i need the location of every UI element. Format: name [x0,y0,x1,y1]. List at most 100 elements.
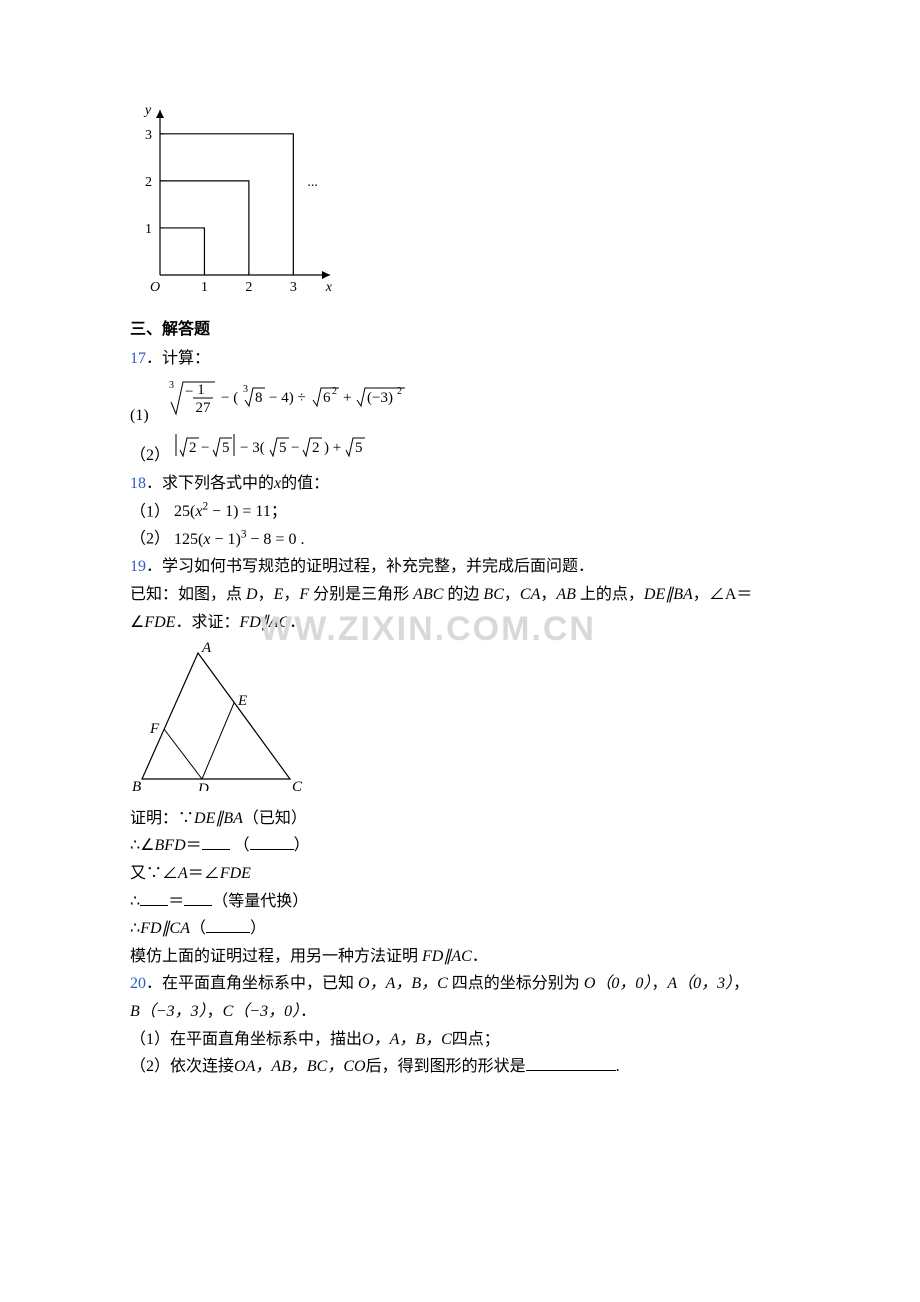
q17-p1-label: (1) [130,407,149,424]
svg-text:5: 5 [279,440,287,456]
q19-l5-mid: FD∥CA [140,920,190,937]
q20-header-2: B（−3，3），C（−3，0）． [130,999,790,1025]
q17-part2: （2） 2−5− 3(5−2) +5 [130,430,790,469]
q19-header: 19．学习如何书写规范的证明过程，补充完整，并完成后面问题． [130,554,790,580]
svg-text:y: y [143,103,152,118]
svg-text:2: 2 [312,440,320,456]
svg-text:3: 3 [145,128,152,143]
svg-text:1: 1 [145,222,152,237]
q18-title-a: ．求下列各式中的 [146,475,274,492]
svg-text:B: B [132,779,141,791]
svg-text:(−3): (−3) [367,390,393,406]
q20-p2-mid: OA，AB，BC，CO [234,1058,366,1075]
q20-period: . [616,1058,620,1075]
svg-text:1: 1 [201,280,208,295]
q17-part1: (1) 3−127− (38− 4) ÷62+(−3)2 [130,374,790,429]
q19-proof-l6: 模仿上面的证明过程，用另一种方法证明 FD∥AC． [130,944,790,970]
q19-angleFDE: ∠FDE [130,614,175,631]
q19-CA: CA [520,586,540,603]
q20-pts: O，A，B，C [358,975,448,992]
svg-text:5: 5 [222,440,230,456]
svg-text:1: 1 [197,382,205,398]
q19-angleA: ∠A＝ [709,586,753,603]
q18-p1: （1） 25(x2 − 1) = 11； [130,499,790,525]
svg-text:F: F [149,721,160,737]
q19-proof-l1: 证明：∵DE∥BA（已知） [130,806,790,832]
q19-l5-po: （ [190,920,206,937]
svg-text:−: − [291,440,299,456]
q19-l1-post: （已知） [243,810,307,827]
q19-number: 19 [130,558,146,575]
q19-BC: BC [483,586,503,603]
q19-proof-l3: 又∵∠A＝∠FDE [130,861,790,887]
q20-header: 20．在平面直角坐标系中，已知 O，A，B，C 四点的坐标分别为 O（0，0），… [130,971,790,997]
q19-l5-blank [206,918,250,933]
svg-text:−: − [201,440,209,456]
svg-text:8: 8 [255,390,263,406]
q18-header: 18．求下列各式中的x的值： [130,471,790,497]
q19-l2-bfd: BFD [155,837,186,854]
svg-text:− (: − ( [221,390,238,406]
q20-C: C（−3，0） [223,1003,300,1020]
q17-p2-expr: 2−5− 3(5−2) +5 [174,430,414,460]
svg-text:x: x [325,280,333,295]
q20-p2: （2）依次连接OA，AB，BC，CO后，得到图形的形状是. [130,1054,790,1080]
svg-text:5: 5 [355,440,363,456]
svg-text:E: E [237,693,247,709]
q20-O: O（0，0） [584,975,652,992]
q19-l2-pre: ∴∠ [130,837,155,854]
q19-proof-l5: ∴FD∥CA（） [130,916,790,942]
q19-l2-blank1 [202,835,230,850]
svg-text:...: ... [307,175,318,190]
svg-text:3: 3 [290,280,297,295]
q19-ABC: ABC [413,586,443,603]
q19-deba: DE∥BA [644,586,693,603]
q19-given-mid: 分别是三角形 [313,586,409,603]
q18-number: 18 [130,475,146,492]
q19-D: D [246,586,258,603]
q19-proof-l2: ∴∠BFD＝ （） [130,833,790,859]
svg-text:3: 3 [243,384,248,395]
q19-AB: AB [556,586,576,603]
q19-triangle: ABCDEF [130,641,790,800]
q19-l6-end: FD∥AC [422,948,472,965]
svg-text:2: 2 [397,386,402,397]
q19-l2-po: （ [234,837,250,854]
q20-p1-label: （1）在平面直角坐标系中，描出 [130,1031,362,1048]
q18-p2-label: （2） [130,531,170,548]
q18-p1-expr: 25(x2 − 1) = 11； [174,503,287,520]
q19-given-pre: 已知：如图，点 [130,586,242,603]
q17-p2-label: （2） [130,447,170,464]
q19-l2-blank2 [250,835,294,850]
q20-A: A（0，3） [667,975,733,992]
svg-text:) +: ) + [324,440,341,456]
q19-prove-pre: ．求证： [175,614,239,631]
svg-text:−: − [185,384,193,400]
q19-E: E [274,586,284,603]
svg-text:6: 6 [323,390,331,406]
coordinate-graph: 123123Oxy... [130,100,790,309]
q20-B: B（−3，3） [130,1003,207,1020]
q19-given-mid3: 上的点， [580,586,644,603]
q19-l2-eq: ＝ [186,837,202,854]
q20-p1-mid: O，A，B，C [362,1031,452,1048]
q20-p2-blank [526,1056,616,1071]
q18-p2: （2） 125(x − 1)3 − 8 = 0 . [130,526,790,552]
q18-p1-label: （1） [130,503,170,520]
q19-l5-pre: ∴ [130,920,140,937]
triangle-svg: ABCDEF [130,641,310,791]
q20-number: 20 [130,975,146,992]
svg-text:3: 3 [169,380,174,391]
q19-l3: 又∵∠A＝∠FDE [130,865,251,882]
section-heading: 三、解答题 [130,317,790,343]
q19-proof-l4: ∴＝（等量代换） [130,889,790,915]
q19-l1-mid: DE∥BA [194,810,243,827]
q18-p2-expr: 125(x − 1)3 − 8 = 0 . [174,531,304,548]
q17-header: 17．计算： [130,346,790,372]
q20-title-pre: ．在平面直角坐标系中，已知 [146,975,354,992]
q20-p1: （1）在平面直角坐标系中，描出O，A，B，C四点； [130,1027,790,1053]
q19-l4-blank2 [184,890,212,905]
q19-l1-pre: 证明：∵ [130,810,194,827]
q19-prove-line: ∠FDE．求证：FD∥AC． WW.ZIXIN.COM.CN [130,610,790,636]
q20-p1-end: 四点； [452,1031,500,1048]
